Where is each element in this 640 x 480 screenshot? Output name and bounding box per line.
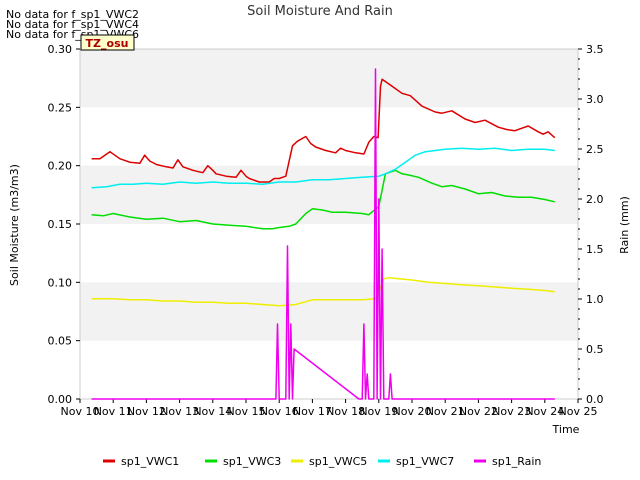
no-data-note: No data for f_sp1_VWC4 — [6, 18, 140, 31]
x-tick-label: Nov 16 — [260, 405, 299, 418]
y2-axis: 0.0 0.5 1.0 1.5 2.0 2.5 3.0 3.5 — [578, 43, 604, 406]
y2-tick-label: 1.5 — [586, 243, 604, 256]
y-tick-label: 0.00 — [48, 393, 73, 406]
y2-tick-label: 2.0 — [586, 193, 604, 206]
no-data-note: No data for f_sp1_VWC6 — [6, 28, 140, 41]
y2-tick-label: 0.5 — [586, 343, 604, 356]
grid-band — [80, 282, 578, 341]
tz-badge-label: TZ_osu — [86, 37, 129, 50]
no-data-note: No data for f_sp1_VWC2 — [6, 8, 140, 21]
y-tick-label: 0.10 — [48, 276, 73, 289]
x-tick-label: Nov 24 — [525, 405, 564, 418]
x-tick-label: Nov 23 — [492, 405, 531, 418]
series-line-sp1_VWC7 — [91, 147, 555, 189]
x-tick-label: Nov 14 — [193, 405, 232, 418]
x-tick-label: Nov 12 — [127, 405, 166, 418]
y2-tick-label: 2.5 — [586, 143, 604, 156]
x-axis-label: Time — [552, 423, 580, 436]
y2-tick-label: 3.0 — [586, 93, 604, 106]
background-bands — [80, 49, 578, 341]
x-tick-label: Nov 25 — [559, 405, 598, 418]
x-tick-label: Nov 10 — [61, 405, 100, 418]
x-tick-label: Nov 17 — [293, 405, 332, 418]
tz-badge: TZ_osu — [80, 34, 135, 51]
legend-label: sp1_Rain — [492, 455, 541, 468]
y-axis: 0.00 0.05 0.10 0.15 0.20 0.25 0.30 — [48, 43, 80, 406]
y2-tick-label: 0.0 — [586, 393, 604, 406]
x-tick-label: Nov 19 — [359, 405, 398, 418]
x-tick-label: Nov 11 — [94, 405, 133, 418]
y-tick-label: 0.30 — [48, 43, 73, 56]
series-line-sp1_VWC1 — [91, 78, 556, 183]
y2-tick-label: 1.0 — [586, 293, 604, 306]
series-line-sp1_Rain — [91, 68, 555, 400]
series-lines — [91, 68, 556, 400]
y-axis-label: Soil Moisture (m3/m3) — [8, 164, 21, 286]
chart-title: Soil Moisture And Rain — [247, 4, 393, 19]
y2-tick-label: 3.5 — [586, 43, 604, 56]
legend-label: sp1_VWC5 — [309, 455, 367, 468]
legend-label: sp1_VWC1 — [121, 455, 179, 468]
legend-label: sp1_VWC7 — [396, 455, 454, 468]
x-tick-label: Nov 15 — [227, 405, 266, 418]
y-tick-label: 0.05 — [48, 335, 73, 348]
x-tick-label: Nov 13 — [160, 405, 199, 418]
grid-band — [80, 49, 578, 108]
x-tick-label: Nov 20 — [393, 405, 432, 418]
series-line-sp1_VWC5 — [91, 276, 555, 307]
x-tick-label: Nov 18 — [326, 405, 365, 418]
series-line-sp1_VWC3 — [91, 169, 555, 230]
grid-band — [80, 165, 578, 224]
y2-axis-label: Rain (mm) — [618, 196, 631, 254]
legend-label: sp1_VWC3 — [223, 455, 281, 468]
y-tick-label: 0.25 — [48, 101, 73, 114]
y-tick-label: 0.20 — [48, 160, 73, 173]
y-tick-label: 0.15 — [48, 218, 73, 231]
x-tick-label: Nov 21 — [426, 405, 465, 418]
x-tick-label: Nov 22 — [459, 405, 498, 418]
legend: sp1_VWC1 sp1_VWC3 sp1_VWC5 sp1_VWC7 sp1_Rain — [103, 455, 541, 468]
